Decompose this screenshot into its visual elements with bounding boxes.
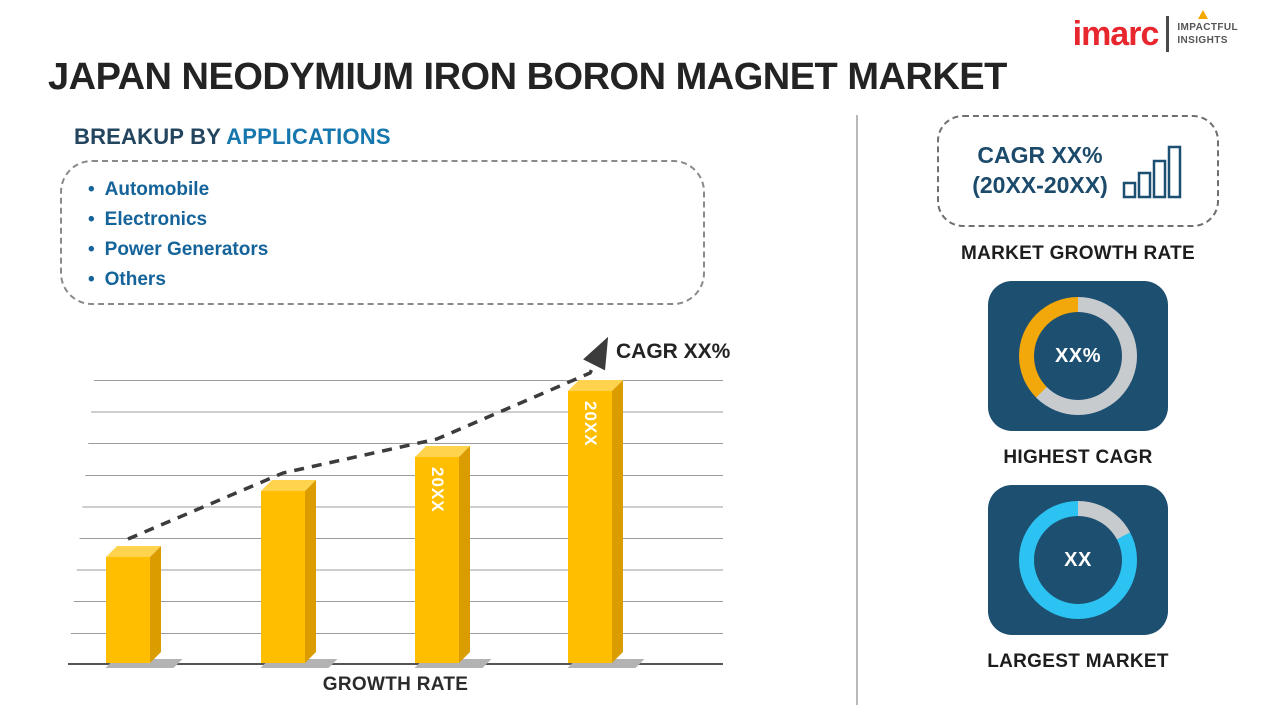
page-title: JAPAN NEODYMIUM IRON BORON MAGNET MARKET bbox=[48, 56, 1007, 98]
highest-cagr-card: XX% bbox=[988, 281, 1168, 431]
largest-market-value-text: XX bbox=[1064, 548, 1092, 571]
largest-market-card: XX bbox=[988, 485, 1168, 635]
right-column: CAGR XX% (20XX-20XX) MARKET GROWTH RATE … bbox=[880, 115, 1276, 673]
cagr-value-line: CAGR XX% bbox=[977, 142, 1103, 169]
bar-front-face bbox=[261, 491, 305, 663]
imarc-logo: imarc IMPACTFUL INSIGHTS bbox=[1072, 10, 1238, 53]
application-item: Power Generators bbox=[88, 235, 677, 265]
growth-chart: 20XX 20XX CAGR XX% GROWTH RATE bbox=[68, 336, 730, 695]
bar-side-face bbox=[612, 380, 623, 663]
largest-market-caption: LARGEST MARKET bbox=[987, 651, 1169, 672]
breakup-heading-prefix: BREAKUP BY bbox=[74, 124, 227, 149]
largest-market-donut: XX bbox=[1019, 501, 1137, 619]
breakup-heading: BREAKUP BY APPLICATIONS bbox=[74, 124, 391, 150]
bar-label: 20XX bbox=[428, 467, 447, 513]
market-growth-rate-caption: MARKET GROWTH RATE bbox=[960, 243, 1196, 264]
application-item: Electronics bbox=[88, 205, 677, 235]
bar: 20XX bbox=[415, 446, 470, 663]
section-divider bbox=[856, 115, 858, 705]
applications-box: AutomobileElectronicsPower GeneratorsOth… bbox=[60, 160, 705, 305]
bar: 20XX bbox=[568, 380, 623, 663]
market-growth-text: CAGR XX% (20XX-20XX) bbox=[972, 141, 1108, 201]
highest-cagr-donut: XX% bbox=[1019, 297, 1137, 415]
logo-divider bbox=[1166, 16, 1170, 52]
chart-x-axis bbox=[68, 663, 723, 665]
market-growth-card: CAGR XX% (20XX-20XX) bbox=[937, 115, 1219, 227]
breakup-heading-highlight: APPLICATIONS bbox=[226, 124, 391, 149]
application-item: Others bbox=[88, 265, 677, 295]
bar-side-face bbox=[459, 446, 470, 663]
application-item: Automobile bbox=[88, 175, 677, 205]
highest-cagr-caption: HIGHEST CAGR bbox=[1003, 447, 1153, 468]
chart-bars: 20XX 20XX bbox=[68, 380, 723, 668]
applications-list: AutomobileElectronicsPower GeneratorsOth… bbox=[88, 175, 677, 295]
highest-cagr-value-text: XX% bbox=[1055, 344, 1101, 367]
bar-label: 20XX bbox=[581, 401, 600, 447]
largest-market-value: XX bbox=[1034, 516, 1122, 604]
bar-chart-icon bbox=[1122, 145, 1181, 199]
chart-x-label: GROWTH RATE bbox=[322, 674, 469, 695]
logo-tagline: IMPACTFUL INSIGHTS bbox=[1177, 21, 1238, 47]
logo-tagline-line1: IMPACTFUL bbox=[1177, 22, 1238, 33]
highest-cagr-value: XX% bbox=[1034, 312, 1122, 400]
logo-tagline-line2: INSIGHTS bbox=[1177, 35, 1228, 46]
logo-brand-text: imarc bbox=[1072, 15, 1160, 53]
bar bbox=[261, 480, 316, 663]
bar-side-face bbox=[150, 546, 161, 663]
bar bbox=[106, 546, 161, 663]
cagr-period-line: (20XX-20XX) bbox=[972, 172, 1108, 198]
bar-side-face bbox=[305, 480, 316, 663]
cagr-trend-label: CAGR XX% bbox=[616, 340, 731, 363]
bar-front-face bbox=[106, 557, 150, 663]
logo-flame-icon bbox=[1198, 10, 1208, 19]
